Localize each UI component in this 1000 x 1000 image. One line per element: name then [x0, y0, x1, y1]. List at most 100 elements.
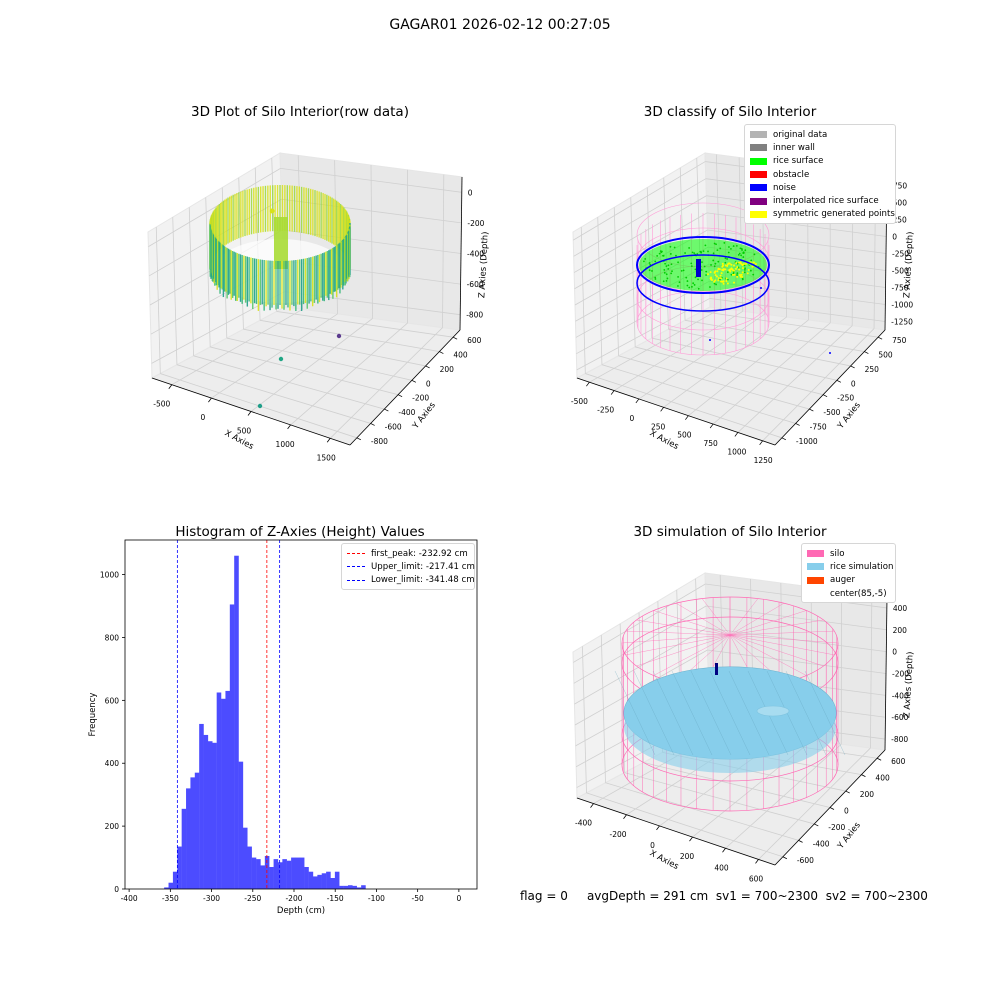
p4-xtick: [690, 837, 693, 841]
p2-rice-point: [701, 261, 703, 263]
p4-ytick: [830, 808, 834, 810]
p1-ytick: [398, 395, 402, 397]
p2-rice-point: [724, 262, 726, 264]
p2-rice-point: [715, 243, 717, 245]
p2-rice-point: [744, 249, 746, 251]
legend-label: rice simulation: [830, 562, 893, 572]
p2-symmetric-point: [733, 282, 735, 284]
p2-symmetric-point: [723, 283, 725, 285]
legend-line-swatch: [347, 553, 365, 554]
p2-symmetric-point: [725, 280, 727, 282]
p2-rice-point: [687, 285, 689, 287]
p1-ytick-label: -600: [385, 422, 402, 431]
p1-ytick-label: -200: [412, 394, 429, 403]
p2-rice-point: [691, 286, 693, 288]
p2-rice-point: [675, 255, 677, 257]
p4-ztick-label: -800: [891, 735, 908, 744]
histogram-bar: [339, 886, 344, 889]
p2-ytick-label: -750: [810, 422, 827, 431]
legend-entry: obstacle: [750, 168, 890, 181]
p2-symmetric-point: [722, 263, 724, 265]
p2-rice-point: [753, 254, 755, 256]
p2-symmetric-point: [720, 277, 722, 279]
p4-xtick-label: 400: [714, 863, 729, 872]
p2-rice-point: [725, 257, 727, 259]
p2-rice-point: [714, 265, 716, 267]
p2-rice-point: [684, 252, 686, 254]
p2-xtick-label: 0: [629, 414, 634, 423]
p2-rice-point: [723, 242, 725, 244]
status-footer: flag = 0 avgDepth = 291 cm sv1 = 700~230…: [520, 889, 928, 903]
p1-xtick-label: 0: [201, 413, 206, 422]
p2-symmetric-point: [739, 274, 741, 276]
legend-label: Upper_limit: -217.41 cm: [371, 562, 475, 572]
p2-symmetric-point: [735, 268, 737, 270]
histogram-bar: [361, 885, 366, 889]
histogram-bar: [269, 867, 274, 889]
p2-ytick-label: -1000: [796, 437, 818, 446]
p2-symmetric-point: [736, 266, 738, 268]
histogram-bar: [169, 883, 174, 889]
p2-rice-point: [649, 262, 651, 264]
p2-rice-point: [670, 253, 672, 255]
legend-label: center(85,-5): [830, 589, 887, 599]
legend-swatch: [750, 171, 767, 178]
p2-symmetric-point: [714, 270, 716, 272]
p4-xlabel: X Axies: [648, 848, 681, 872]
p1-zlabel: Z Axies (Depth): [477, 231, 490, 298]
p2-symmetric-point: [718, 277, 720, 279]
p2-rice-point: [744, 267, 746, 269]
p2-symmetric-point: [736, 276, 738, 278]
p2-rice-point: [744, 271, 746, 273]
p2-rice-point: [705, 244, 707, 246]
p2-xtick-label: -500: [571, 397, 588, 406]
histogram-bar: [252, 858, 257, 889]
p2-rice-point: [666, 280, 668, 282]
p2-ytick-label: 750: [892, 336, 907, 345]
legend-label: noise: [773, 183, 796, 193]
p2-rice-point: [728, 252, 730, 254]
panel4-title: 3D simulation of Silo Interior: [570, 524, 890, 540]
p1-ytick: [439, 352, 443, 354]
p2-rice-point: [730, 248, 732, 250]
p4-ytick: [799, 840, 803, 842]
p2-symmetric-point: [716, 270, 718, 272]
p2-rice-point: [654, 260, 656, 262]
p2-ytick: [796, 423, 800, 425]
p2-rice-point: [739, 253, 741, 255]
legend-entry: first_peak: -232.92 cm: [347, 547, 469, 560]
p2-rice-point: [740, 254, 742, 256]
p4-xtick: [591, 804, 594, 808]
p2-symmetric-point: [710, 278, 712, 280]
legend-swatch: [807, 563, 824, 570]
p2-rice-point: [677, 261, 679, 263]
p2-symmetric-point: [741, 264, 743, 266]
p1-ztick-label: 0: [468, 188, 473, 197]
p1-xtick: [208, 398, 211, 402]
p1-outlier-point: [258, 404, 262, 408]
histogram-bar: [282, 859, 287, 889]
histogram-xlabel: Depth (cm): [277, 906, 325, 916]
legend-label: first_peak: -232.92 cm: [371, 549, 468, 559]
p2-rice-point: [671, 270, 673, 272]
p4-ytick: [783, 857, 787, 859]
p2-rice-point: [709, 286, 711, 288]
p2-rice-point: [655, 278, 657, 280]
p4-ytick: [861, 775, 865, 777]
histogram-frame: [125, 540, 477, 889]
legend-label: auger: [830, 575, 855, 585]
p2-rice-point: [649, 269, 651, 271]
p2-rice-point: [683, 269, 685, 271]
p2-rice-point: [742, 256, 744, 258]
p2-symmetric-point: [742, 271, 744, 273]
histogram-ytick-label: 200: [105, 822, 120, 831]
p2-symmetric-point: [735, 262, 737, 264]
p2-xlabel: X Axies: [648, 428, 681, 452]
p2-symmetric-point: [720, 275, 722, 277]
p2-xtick: [760, 441, 763, 445]
p1-obstacle-top-point: [270, 209, 275, 214]
p4-xtick: [756, 859, 759, 863]
histogram-bar: [182, 809, 187, 889]
p2-symmetric-point: [710, 271, 712, 273]
p2-rice-point: [705, 274, 707, 276]
